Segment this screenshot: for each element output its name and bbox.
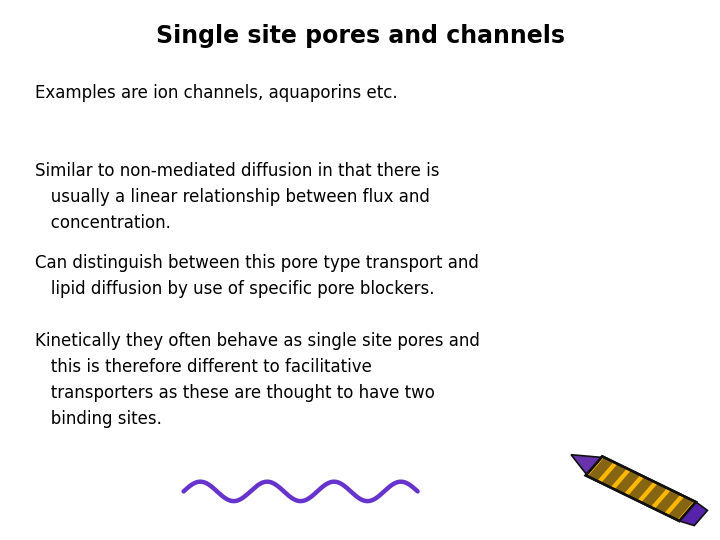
Polygon shape xyxy=(680,502,708,525)
Polygon shape xyxy=(586,456,696,521)
Text: Examples are ion channels, aquaporins etc.: Examples are ion channels, aquaporins et… xyxy=(35,84,397,102)
Polygon shape xyxy=(668,496,694,520)
Polygon shape xyxy=(571,455,601,475)
Text: Kinetically they often behave as single site pores and: Kinetically they often behave as single … xyxy=(35,332,480,350)
Text: Can distinguish between this pore type transport and: Can distinguish between this pore type t… xyxy=(35,254,478,272)
Polygon shape xyxy=(628,477,654,501)
Polygon shape xyxy=(601,464,627,488)
Text: concentration.: concentration. xyxy=(35,214,171,232)
Text: binding sites.: binding sites. xyxy=(35,410,161,428)
Text: this is therefore different to facilitative: this is therefore different to facilitat… xyxy=(35,358,372,376)
Polygon shape xyxy=(654,490,680,514)
Text: usually a linear relationship between flux and: usually a linear relationship between fl… xyxy=(35,188,429,206)
Text: lipid diffusion by use of specific pore blockers.: lipid diffusion by use of specific pore … xyxy=(35,280,434,298)
Text: transporters as these are thought to have two: transporters as these are thought to hav… xyxy=(35,384,434,402)
Polygon shape xyxy=(642,483,667,507)
Polygon shape xyxy=(588,457,613,481)
Text: Single site pores and channels: Single site pores and channels xyxy=(156,24,564,48)
Text: Similar to non-mediated diffusion in that there is: Similar to non-mediated diffusion in tha… xyxy=(35,162,439,180)
Polygon shape xyxy=(614,470,640,494)
